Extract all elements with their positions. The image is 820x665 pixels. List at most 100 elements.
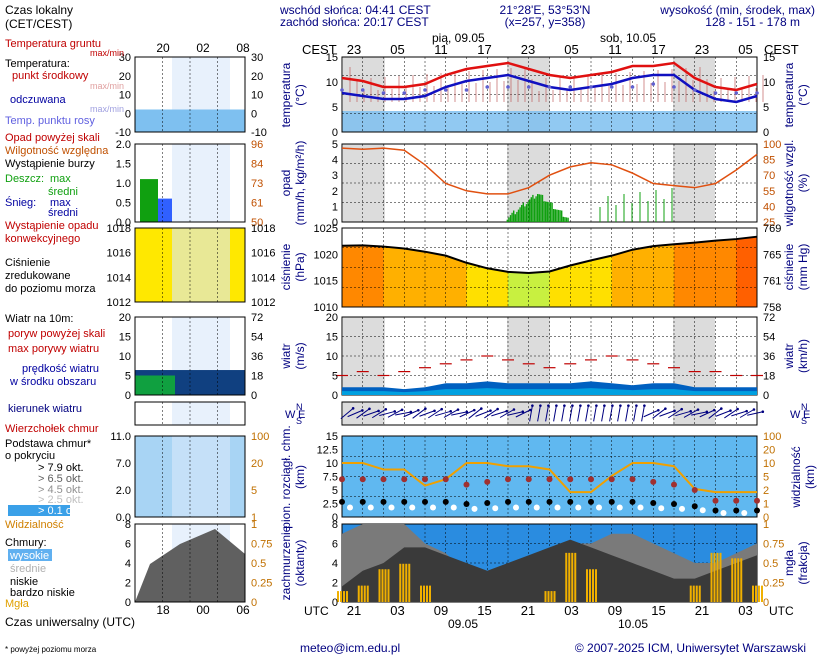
- fog-bar: [755, 585, 757, 602]
- wind-arrow: [459, 409, 475, 418]
- cloud-top-dot: [525, 476, 532, 483]
- legend-cloud-25: > 2.5 okt.: [38, 494, 84, 506]
- cloud-top-dot: [671, 481, 677, 488]
- main-tick-left: 15: [326, 52, 338, 64]
- legend-tick-right: 96: [251, 139, 263, 151]
- legend-tick-left: 20: [119, 71, 131, 83]
- tz-left: CEST: [302, 42, 337, 57]
- legend-frame: [134, 523, 246, 603]
- cloud-base-dot: [733, 507, 740, 514]
- wind-arrow: [569, 405, 573, 422]
- wind-arrow-head: [393, 410, 397, 413]
- legend-snow-mean: średni: [48, 207, 78, 219]
- legend-rain: Deszcz:: [5, 173, 44, 185]
- precip-bar: [564, 217, 566, 222]
- wind-arrow-head: [752, 408, 756, 411]
- cloud-top-dot: [380, 476, 387, 483]
- wind-arrow: [659, 410, 675, 417]
- cloud-top-dot: [754, 497, 760, 504]
- precip-bar: [546, 201, 548, 222]
- wind-arrow-head: [689, 409, 692, 413]
- precip-bar: [506, 219, 508, 222]
- fog-bar: [426, 585, 428, 602]
- main-tick-left: 1: [332, 201, 338, 213]
- main-tick-left: 10: [326, 77, 338, 89]
- cloud-top-dot: [567, 476, 574, 483]
- wind-arrow: [468, 408, 482, 419]
- dewpoint-point: [423, 88, 427, 92]
- sunrise: wschód słońca: 04:41 CEST: [279, 3, 431, 17]
- tick-utc-bottom: 03: [564, 603, 578, 618]
- main-tick-right: 1: [763, 499, 769, 511]
- main-tick-left: 1020: [314, 249, 338, 261]
- legend-rain-bar: [140, 179, 158, 222]
- precip-bar: [562, 216, 564, 222]
- axis-titles: temperatura (°C) temperatura (°C)opad (mm/h,…: [279, 62, 817, 600]
- fog-bar: [589, 569, 591, 602]
- wind-arrow-head: [400, 408, 404, 412]
- cloud-base-dot-light: [409, 504, 416, 511]
- wind-arrow-head: [512, 408, 516, 411]
- tick-local-top: 11: [434, 42, 448, 57]
- wind-arrow-head: [595, 404, 598, 407]
- footnote: * powyżej poziomu morza: [5, 645, 97, 654]
- legend-tick-utc: 06: [236, 603, 250, 617]
- panel-press: [341, 227, 758, 308]
- main-tick-left: 4: [332, 155, 338, 167]
- tick-local-top: 17: [651, 42, 665, 57]
- legend-panels: 3020100-103020100-102.01.51.00.50.096847…: [107, 52, 276, 609]
- precip-bar: [532, 194, 534, 222]
- coverage-plot: [337, 524, 763, 602]
- wind-arrow: [435, 410, 451, 417]
- grid-point: (x=257, y=358): [505, 15, 586, 29]
- axis-cov-right-2: (frakcja): [796, 541, 810, 584]
- tick-local-top: 05: [390, 42, 404, 57]
- wind-arrow-head: [440, 407, 444, 411]
- fog-bar: [752, 585, 754, 602]
- main-tick-left: 3: [332, 170, 338, 182]
- cloud-top-dot: [442, 476, 449, 483]
- fog-bar: [689, 585, 692, 602]
- main-tick-right: 0: [763, 597, 769, 609]
- dewpoint-point: [630, 85, 635, 89]
- fog-bar: [420, 585, 422, 602]
- coords: 21°28'E, 53°53'N: [500, 3, 591, 17]
- legend-snow-bar: [158, 198, 172, 222]
- main-tick-right: 100: [763, 139, 781, 151]
- legend-fog: Mgła: [5, 598, 30, 610]
- email-link[interactable]: meteo@icm.edu.pl: [300, 641, 400, 655]
- legend-high-bg: [8, 549, 52, 561]
- panel-dir: [341, 401, 758, 426]
- wind-arrow: [708, 408, 722, 419]
- legend-clouds-high: wysokie: [9, 550, 49, 562]
- low-cloud-area: [342, 539, 757, 602]
- cloud-base-dot: [359, 498, 366, 505]
- main-tick-left: 15: [326, 332, 338, 344]
- legend-tick-left: 8: [125, 519, 131, 531]
- legend-night: [172, 402, 230, 425]
- wind-plot: [336, 355, 763, 395]
- axis-precip-right-1: wilgotność wzgl.: [782, 140, 796, 228]
- wind-arrow: [715, 410, 731, 417]
- fog-bar: [360, 585, 363, 602]
- tick-local-top: 23: [695, 42, 709, 57]
- legend-tick-left: 11.0: [110, 431, 131, 443]
- precip-bar: [561, 210, 563, 222]
- wind-arrow-head: [417, 408, 420, 412]
- main-tick-right: 25: [763, 217, 775, 229]
- cloud-base-dot-light: [492, 505, 499, 512]
- main-tick-left: 4: [332, 558, 338, 570]
- fog-bar: [710, 552, 713, 602]
- cloud-base-dot-light: [430, 504, 436, 511]
- night-band-2: [673, 402, 715, 425]
- legend-tick-left: 4: [125, 558, 131, 570]
- dewpoint-point: [360, 88, 365, 92]
- wind-arrow: [379, 410, 395, 417]
- wind-arrow-head: [712, 408, 716, 412]
- fog-bar: [692, 585, 695, 602]
- axis-wind-left-1: wiatr: [279, 343, 293, 369]
- legend-tick-right: 0: [251, 390, 257, 402]
- dewpoint-point: [755, 91, 759, 95]
- wind-arrow-head: [539, 404, 542, 407]
